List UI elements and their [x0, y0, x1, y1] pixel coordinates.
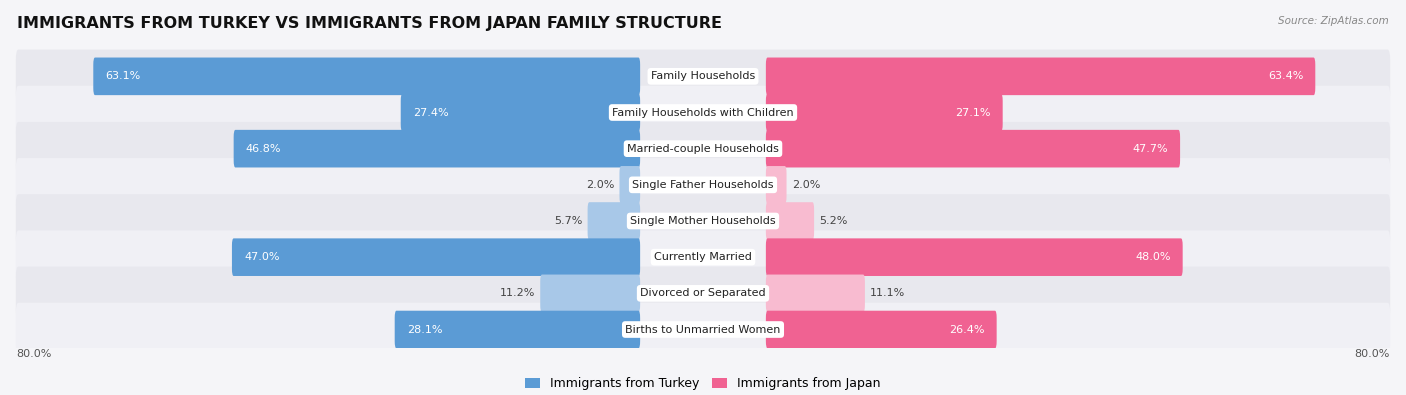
Text: 80.0%: 80.0%	[17, 350, 52, 359]
Text: Divorced or Separated: Divorced or Separated	[640, 288, 766, 298]
FancyBboxPatch shape	[15, 303, 1391, 356]
Text: Married-couple Households: Married-couple Households	[627, 144, 779, 154]
Text: 27.4%: 27.4%	[413, 107, 449, 117]
FancyBboxPatch shape	[766, 58, 1315, 95]
Legend: Immigrants from Turkey, Immigrants from Japan: Immigrants from Turkey, Immigrants from …	[520, 372, 886, 395]
Text: 11.1%: 11.1%	[870, 288, 905, 298]
Text: 5.7%: 5.7%	[554, 216, 582, 226]
Text: Single Father Households: Single Father Households	[633, 180, 773, 190]
FancyBboxPatch shape	[233, 130, 640, 167]
FancyBboxPatch shape	[766, 166, 786, 204]
FancyBboxPatch shape	[766, 94, 1002, 131]
Text: Family Households with Children: Family Households with Children	[612, 107, 794, 117]
FancyBboxPatch shape	[93, 58, 640, 95]
Text: 26.4%: 26.4%	[949, 325, 984, 335]
Text: 2.0%: 2.0%	[792, 180, 820, 190]
FancyBboxPatch shape	[766, 238, 1182, 276]
Text: 63.4%: 63.4%	[1268, 71, 1303, 81]
Text: Family Households: Family Households	[651, 71, 755, 81]
Text: Source: ZipAtlas.com: Source: ZipAtlas.com	[1278, 16, 1389, 26]
Text: 47.7%: 47.7%	[1132, 144, 1168, 154]
FancyBboxPatch shape	[620, 166, 640, 204]
FancyBboxPatch shape	[15, 230, 1391, 284]
Text: 46.8%: 46.8%	[246, 144, 281, 154]
FancyBboxPatch shape	[395, 311, 640, 348]
Text: 27.1%: 27.1%	[955, 107, 991, 117]
FancyBboxPatch shape	[401, 94, 640, 131]
Text: IMMIGRANTS FROM TURKEY VS IMMIGRANTS FROM JAPAN FAMILY STRUCTURE: IMMIGRANTS FROM TURKEY VS IMMIGRANTS FRO…	[17, 16, 721, 31]
FancyBboxPatch shape	[766, 130, 1180, 167]
Text: 80.0%: 80.0%	[1354, 350, 1389, 359]
FancyBboxPatch shape	[766, 311, 997, 348]
FancyBboxPatch shape	[15, 158, 1391, 212]
FancyBboxPatch shape	[540, 275, 640, 312]
Text: 5.2%: 5.2%	[820, 216, 848, 226]
FancyBboxPatch shape	[15, 267, 1391, 320]
Text: Births to Unmarried Women: Births to Unmarried Women	[626, 325, 780, 335]
FancyBboxPatch shape	[15, 122, 1391, 175]
FancyBboxPatch shape	[15, 86, 1391, 139]
Text: 63.1%: 63.1%	[105, 71, 141, 81]
Text: Currently Married: Currently Married	[654, 252, 752, 262]
FancyBboxPatch shape	[232, 238, 640, 276]
FancyBboxPatch shape	[15, 194, 1391, 248]
Text: 28.1%: 28.1%	[406, 325, 443, 335]
FancyBboxPatch shape	[15, 49, 1391, 103]
Text: 48.0%: 48.0%	[1135, 252, 1171, 262]
FancyBboxPatch shape	[588, 202, 640, 240]
Text: 11.2%: 11.2%	[499, 288, 536, 298]
Text: 47.0%: 47.0%	[245, 252, 280, 262]
Text: 2.0%: 2.0%	[586, 180, 614, 190]
FancyBboxPatch shape	[766, 275, 865, 312]
FancyBboxPatch shape	[766, 202, 814, 240]
Text: Single Mother Households: Single Mother Households	[630, 216, 776, 226]
